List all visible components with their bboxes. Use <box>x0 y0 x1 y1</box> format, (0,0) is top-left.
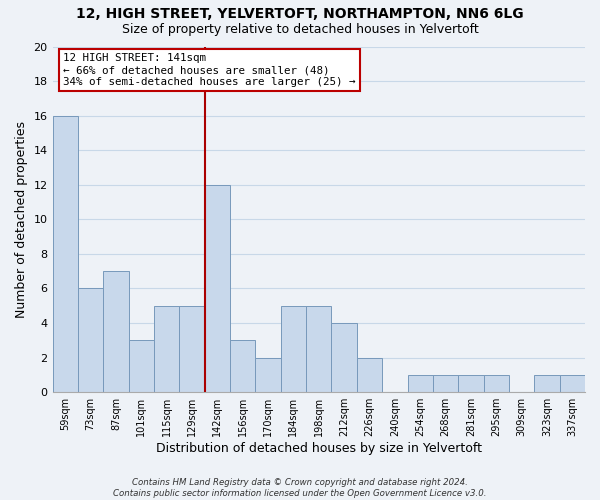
Bar <box>484 375 509 392</box>
Bar <box>560 375 585 392</box>
Bar <box>128 340 154 392</box>
Text: 12 HIGH STREET: 141sqm
← 66% of detached houses are smaller (48)
34% of semi-det: 12 HIGH STREET: 141sqm ← 66% of detached… <box>63 54 356 86</box>
Bar <box>230 340 256 392</box>
Bar <box>458 375 484 392</box>
Y-axis label: Number of detached properties: Number of detached properties <box>15 121 28 318</box>
Bar <box>205 185 230 392</box>
Bar <box>53 116 78 392</box>
Bar <box>78 288 103 392</box>
Bar <box>154 306 179 392</box>
Text: Size of property relative to detached houses in Yelvertoft: Size of property relative to detached ho… <box>122 22 478 36</box>
Bar <box>407 375 433 392</box>
Bar <box>534 375 560 392</box>
Text: Contains HM Land Registry data © Crown copyright and database right 2024.
Contai: Contains HM Land Registry data © Crown c… <box>113 478 487 498</box>
Bar <box>103 271 128 392</box>
X-axis label: Distribution of detached houses by size in Yelvertoft: Distribution of detached houses by size … <box>156 442 482 455</box>
Bar <box>433 375 458 392</box>
Bar <box>357 358 382 392</box>
Bar <box>179 306 205 392</box>
Text: 12, HIGH STREET, YELVERTOFT, NORTHAMPTON, NN6 6LG: 12, HIGH STREET, YELVERTOFT, NORTHAMPTON… <box>76 8 524 22</box>
Bar <box>281 306 306 392</box>
Bar <box>256 358 281 392</box>
Bar <box>306 306 331 392</box>
Bar <box>331 323 357 392</box>
